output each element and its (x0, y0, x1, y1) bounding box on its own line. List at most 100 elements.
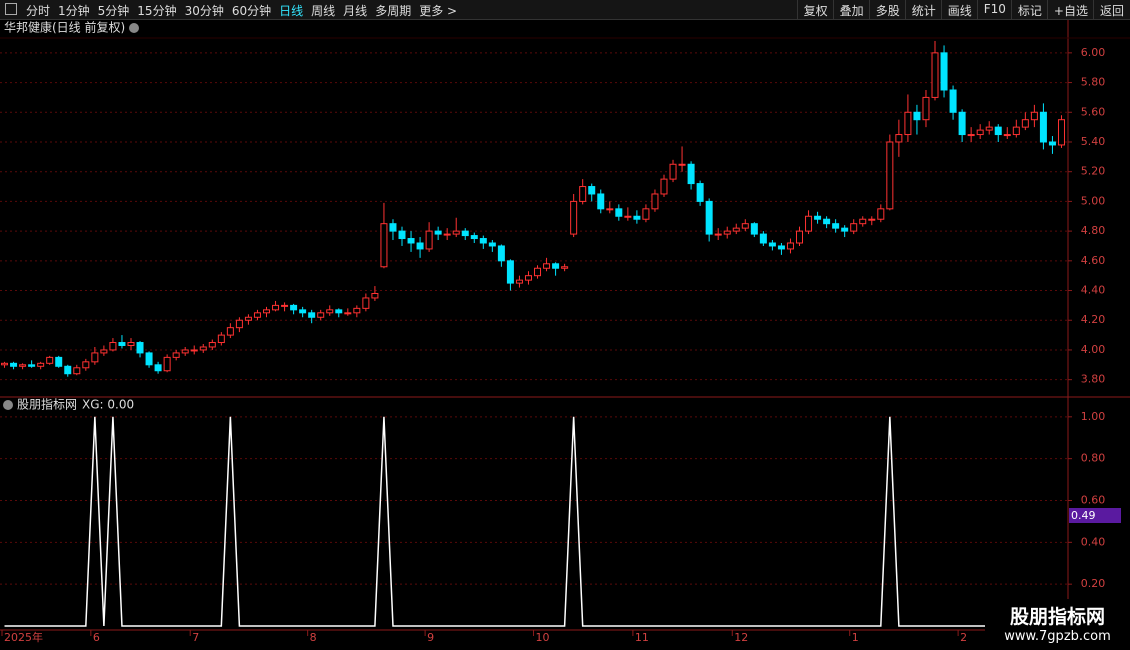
tool-button[interactable]: 画线 (947, 4, 972, 18)
candle-body (768, 242, 776, 247)
candle-body (371, 293, 379, 299)
period-tab[interactable]: 日线 (279, 4, 304, 18)
period-tab[interactable]: 15分钟 (137, 4, 177, 18)
candle-body (1030, 111, 1038, 121)
candle-body (606, 208, 614, 211)
period-tab[interactable]: 周线 (311, 4, 336, 18)
x-tick-label: 11 (635, 631, 649, 644)
x-tick-label: 7 (192, 631, 199, 644)
candle-body (515, 279, 523, 284)
candle-body (226, 327, 234, 336)
candle-body (732, 227, 740, 232)
candle-body (154, 364, 162, 372)
watermark-url: www.7gpzb.com (1004, 629, 1111, 644)
period-tab[interactable]: 月线 (343, 4, 368, 18)
separator (1010, 0, 1012, 19)
candle-body (1012, 126, 1020, 136)
y-tick-label: 4.40 (1081, 284, 1106, 297)
candle-body (208, 342, 216, 348)
candle-body (91, 352, 99, 363)
period-tab[interactable]: 60分钟 (231, 4, 272, 18)
menu-icon[interactable] (5, 3, 17, 15)
period-tab[interactable]: 1分钟 (58, 4, 90, 18)
candle-body (443, 233, 451, 236)
candle-body (895, 134, 903, 143)
separator (976, 0, 978, 19)
candle-body (127, 342, 135, 346)
candle-body (506, 260, 514, 284)
candle-body (488, 242, 496, 247)
candle-body (380, 223, 388, 268)
candle-body (362, 297, 370, 309)
candle-body (534, 267, 542, 277)
period-tab[interactable]: 分时 (26, 4, 51, 18)
candle-body (82, 361, 90, 369)
candle-body (786, 242, 794, 250)
tool-button[interactable]: 复权 (803, 4, 828, 18)
separator (796, 0, 798, 19)
candle-body (561, 266, 569, 269)
candle-body (597, 193, 605, 210)
tool-button[interactable]: 标记 (1017, 4, 1042, 18)
candle-body (958, 111, 966, 136)
candle-body (904, 111, 912, 136)
separator (904, 0, 906, 19)
candle-body (109, 342, 117, 351)
candle-body (678, 163, 686, 166)
tool-button[interactable]: 统计 (911, 4, 936, 18)
candle-body (588, 186, 596, 195)
cursor-box (1069, 508, 1121, 523)
candle-body (823, 218, 831, 225)
tool-button[interactable]: +自选 (1053, 4, 1088, 18)
tool-button[interactable]: F10 (983, 2, 1006, 16)
candle-body (994, 126, 1002, 136)
candle-body (868, 218, 876, 221)
candle-body (750, 223, 758, 235)
y-tick-label: 1.00 (1081, 410, 1106, 423)
period-tab[interactable]: 更多 > (419, 4, 458, 18)
candle-body (759, 233, 767, 244)
period-tab[interactable]: 多周期 (375, 4, 412, 18)
candle-body (976, 129, 984, 136)
candle-body (1, 362, 9, 366)
candle-body (479, 238, 487, 244)
y-tick-label: 5.40 (1081, 135, 1106, 148)
x-tick-label: 6 (93, 631, 100, 644)
candle-body (235, 319, 243, 329)
tool-button[interactable]: 叠加 (839, 4, 864, 18)
candle-body (73, 367, 81, 375)
candle-body (253, 312, 261, 318)
candle-body (543, 263, 551, 269)
candle-body (10, 362, 18, 367)
candle-body (796, 230, 803, 244)
tool-button[interactable]: 多股 (875, 4, 900, 18)
watermark: 股朋指标网 www.7gpzb.com (985, 599, 1130, 650)
period-tab[interactable]: 30分钟 (184, 4, 224, 18)
candle-body (145, 352, 153, 366)
candle-body (1039, 111, 1047, 143)
candle-body (290, 304, 298, 311)
candle-body (470, 235, 478, 240)
candle-body (1003, 134, 1011, 137)
candle-body (163, 356, 171, 372)
candle-body (1048, 141, 1056, 146)
candle-body (461, 230, 469, 237)
tool-button[interactable]: 返回 (1099, 4, 1124, 18)
period-tab[interactable]: 5分钟 (97, 4, 130, 18)
candle-body (931, 52, 939, 98)
candle-body (967, 134, 975, 137)
candle-body (28, 364, 36, 367)
candle-body (190, 349, 198, 352)
candle-body (841, 227, 849, 232)
candle-body (777, 245, 785, 250)
candle-body (949, 89, 957, 113)
candle-body (118, 342, 126, 346)
panel-icon (3, 400, 13, 410)
candle-body (299, 309, 307, 314)
candle-body (814, 215, 822, 220)
candle-body (1021, 119, 1029, 128)
y-tick-label: 5.80 (1081, 76, 1106, 89)
candle-body (696, 183, 704, 202)
y-tick-label: 0.40 (1081, 535, 1106, 548)
y-tick-label: 6.00 (1081, 46, 1106, 59)
